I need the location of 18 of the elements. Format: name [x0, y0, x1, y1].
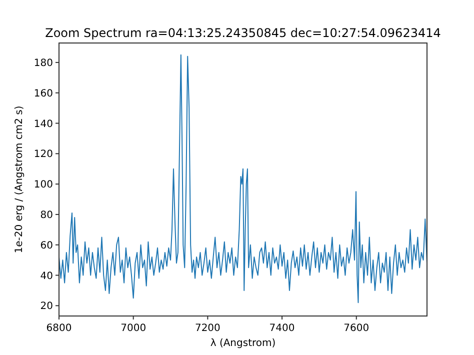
y-axis-title: 1e-20 erg / (Angstrom cm2 s) — [14, 106, 25, 254]
x-tick-label: 7600 — [344, 323, 370, 334]
y-tick-label: 20 — [40, 301, 53, 312]
x-tick-label: 6800 — [46, 323, 72, 334]
y-tick-label: 40 — [40, 270, 53, 282]
x-tick-label: 7200 — [194, 323, 220, 334]
line-series — [59, 54, 427, 304]
y-tick-label: 140 — [34, 118, 53, 130]
y-tick-label: 120 — [34, 149, 53, 160]
y-tick-label: 180 — [34, 58, 53, 69]
y-tick-label: 160 — [34, 88, 53, 100]
x-tick-label: 7000 — [120, 323, 146, 334]
x-axis-title: λ (Angstrom) — [210, 338, 276, 349]
y-tick-label: 80 — [40, 210, 53, 221]
y-tick-label: 60 — [40, 240, 53, 252]
x-tick-label: 7400 — [269, 323, 295, 334]
y-tick-label: 100 — [34, 180, 53, 191]
chart-title: Zoom Spectrum ra=04:13:25.24350845 dec=10:27:54.09623414 — [45, 26, 441, 40]
